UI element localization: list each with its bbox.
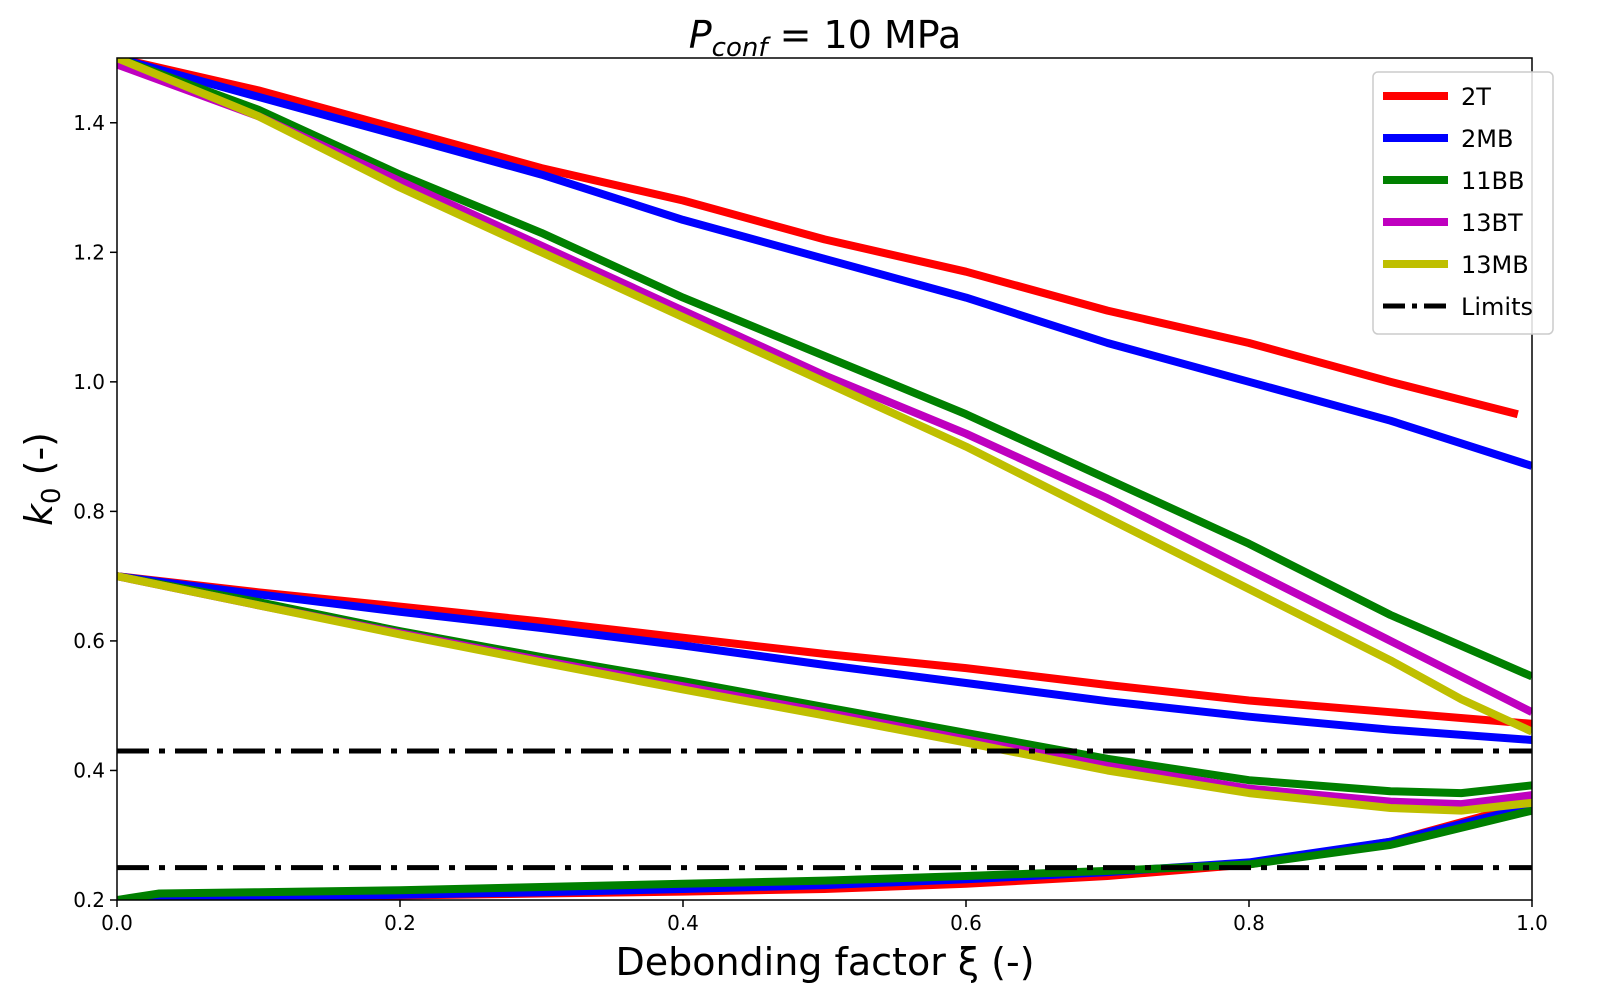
legend: 2T 2MB 11BB 13BT 13MB Limits: [1372, 71, 1554, 335]
y-tick-label: 0.6: [73, 629, 105, 653]
x-axis-ticks: 0.0 0.2 0.4 0.6 0.8 1.0: [101, 900, 1548, 935]
series-line-11bb: [117, 58, 1532, 681]
legend-label-13mb: 13MB: [1461, 251, 1529, 279]
x-tick-label: 0.0: [101, 911, 133, 935]
series-line-13bt: [117, 572, 1532, 809]
x-tick-label: 0.6: [950, 911, 982, 935]
legend-label-13bt: 13BT: [1461, 209, 1523, 237]
series-line-11bb: [117, 806, 1532, 900]
x-tick-label: 0.2: [384, 911, 416, 935]
plot-frame: [116, 57, 1533, 901]
series-group: [117, 58, 1532, 900]
y-tick-label: 1.0: [73, 370, 105, 394]
x-tick-label: 0.4: [667, 911, 699, 935]
y-tick-label: 0.2: [73, 888, 105, 912]
series-line-13mb: [117, 58, 1532, 736]
series-line-13mb: [117, 572, 1532, 815]
y-tick-label: 1.2: [73, 240, 105, 264]
y-tick-label: 1.4: [73, 111, 105, 135]
y-axis-label: k0 (-): [17, 432, 67, 526]
series-line-2mb: [117, 58, 1532, 470]
y-tick-label: 0.4: [73, 758, 105, 782]
x-tick-label: 0.8: [1233, 911, 1265, 935]
series-line-2mb: [117, 572, 1532, 744]
x-tick-label: 1.0: [1516, 911, 1548, 935]
x-axis-label: Debonding factor ξ (-): [615, 940, 1034, 984]
series-line-2t: [117, 58, 1519, 419]
legend-label-2t: 2T: [1461, 83, 1491, 111]
y-axis-ticks: 0.2 0.4 0.6 0.8 1.0 1.2 1.4: [73, 111, 117, 912]
series-line-2t: [117, 572, 1532, 728]
y-tick-label: 0.8: [73, 499, 105, 523]
legend-label-2mb: 2MB: [1461, 125, 1513, 153]
legend-label-limits: Limits: [1461, 293, 1533, 321]
legend-label-11bb: 11BB: [1461, 167, 1524, 195]
chart-title: Pconf = 10 MPa: [689, 13, 961, 63]
